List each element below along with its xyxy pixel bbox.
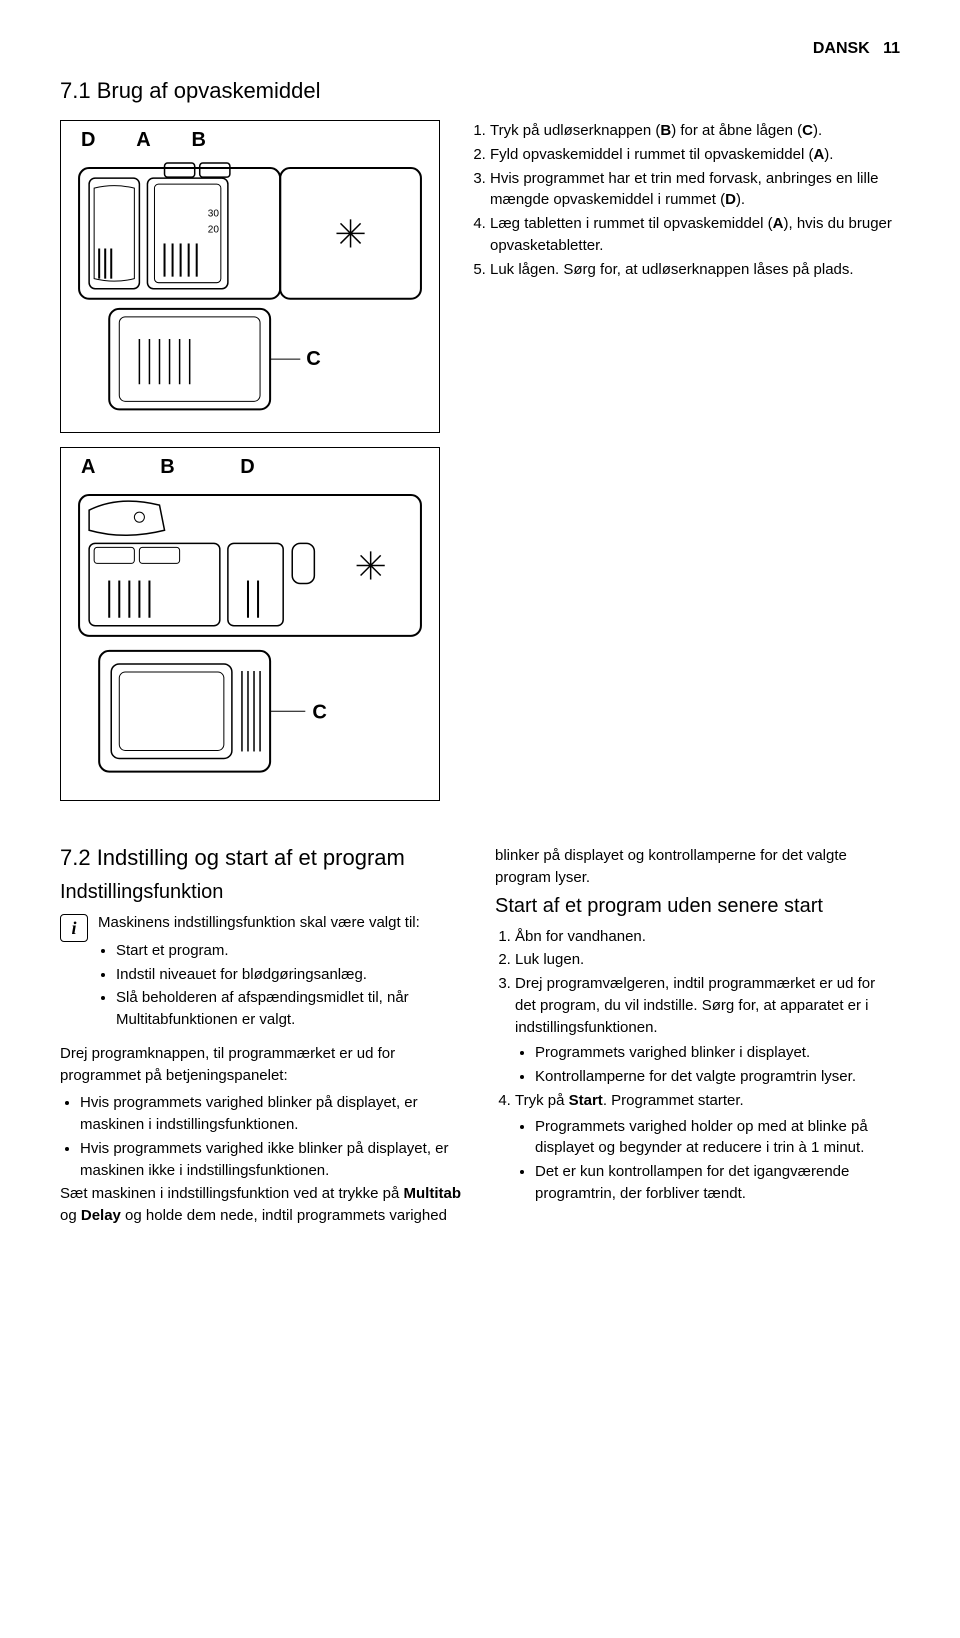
right-cont: blinker på displayet og kontrollamperne … [495, 845, 900, 889]
step3-bullets: Programmets varighed blinker i displayet… [515, 1042, 900, 1088]
r-step-3-text: Drej programvælgeren, indtil programmærk… [515, 975, 875, 1036]
lang-label: DANSK [813, 40, 870, 57]
s4-b2: Det er kun kontrollampen for det igangvæ… [535, 1161, 900, 1205]
section-7-1-steps: Tryk på udløserknappen (B) for at åbne l… [470, 120, 900, 280]
step-2: Fyld opvaskemiddel i rummet til opvaskem… [490, 144, 900, 166]
step4-bullets: Programmets varighed holder op med at bl… [515, 1116, 900, 1205]
start-heading: Start af et program uden senere start [495, 895, 900, 918]
s4-b1: Programmets varighed holder op med at bl… [535, 1116, 900, 1160]
r-step-4-text: Tryk på Start. Programmet starter. [515, 1092, 744, 1109]
section-7-2-title: 7.2 Indstilling og start af et program [60, 845, 465, 871]
page-number: 11 [883, 40, 900, 57]
info-bullet-2: Indstil niveauet for blødgøringsanlæg. [116, 964, 465, 986]
para2: Sæt maskinen i indstillingsfunktion ved … [60, 1183, 465, 1227]
para1-bullet-1: Hvis programmets varighed blinker på dis… [80, 1092, 465, 1136]
step-4: Læg tabletten i rummet til opvaskemiddel… [490, 213, 900, 257]
para1-bullets: Hvis programmets varighed blinker på dis… [60, 1092, 465, 1181]
dispenser-diagram-1: 30 20 [69, 158, 431, 419]
info-icon: i [60, 914, 88, 942]
step-3: Hvis programmet har et trin med forvask,… [490, 168, 900, 212]
r-step-3: Drej programvælgeren, indtil programmærk… [515, 973, 900, 1088]
info-bullet-3: Slå beholderen af afspændingsmidlet til,… [116, 987, 465, 1031]
r-step-4: Tryk på Start. Programmet starter. Progr… [515, 1090, 900, 1205]
indstillingsfunktion-heading: Indstillingsfunktion [60, 881, 465, 904]
s3-b2: Kontrollamperne for det valgte programtr… [535, 1066, 900, 1088]
dispenser-diagram-2: C [69, 485, 431, 787]
para1-bullet-2: Hvis programmets varighed ikke blinker p… [80, 1138, 465, 1182]
step-1: Tryk på udløserknappen (B) for at åbne l… [490, 120, 900, 142]
diagram-1: D A B 30 20 [60, 120, 440, 433]
diagram-1-labels: D A B [69, 129, 431, 152]
r-step-1: Åbn for vandhanen. [515, 926, 900, 948]
info-bullet-1: Start et program. [116, 940, 465, 962]
page-header: DANSK 11 [60, 40, 900, 58]
label-c-2: C [312, 702, 327, 724]
diagram-2-labels: A B D [69, 456, 431, 479]
label-c-1: C [306, 348, 321, 370]
diagram-2: A B D [60, 447, 440, 801]
section-7-1-title: 7.1 Brug af opvaskemiddel [60, 78, 900, 104]
info-text: Maskinens indstillingsfunktion skal være… [98, 912, 465, 934]
right-steps: Åbn for vandhanen. Luk lugen. Drej progr… [495, 926, 900, 1205]
step-5: Luk lågen. Sørg for, at udløserknappen l… [490, 259, 900, 281]
level-20-label: 20 [208, 224, 220, 235]
level-30-label: 30 [208, 208, 220, 219]
para1: Drej programknappen, til programmærket e… [60, 1043, 465, 1087]
r-step-2: Luk lugen. [515, 949, 900, 971]
info-bullets: Start et program. Indstil niveauet for b… [116, 940, 465, 1031]
s3-b1: Programmets varighed blinker i displayet… [535, 1042, 900, 1064]
